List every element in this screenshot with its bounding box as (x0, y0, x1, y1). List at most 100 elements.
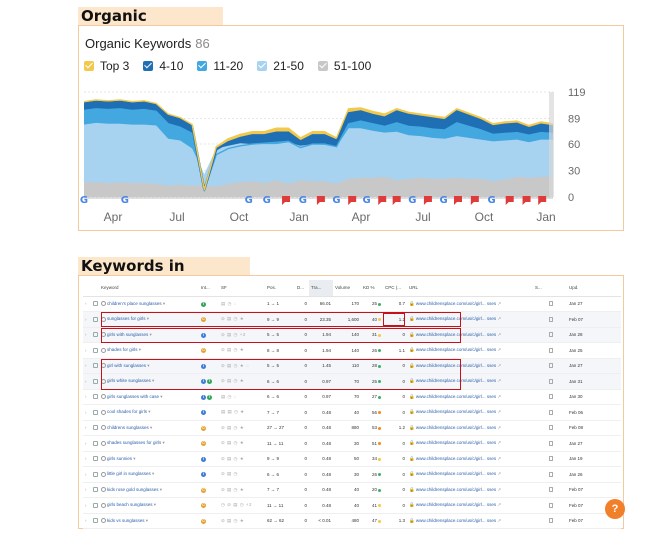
keyword-link[interactable]: girls white sunglasses (107, 378, 151, 384)
url-cell[interactable]: 🔒 www.childrensplace.com/us/c/girl... ss… (407, 420, 533, 436)
table-row[interactable]: › sunglasses for girls ▾ C ⊘ ▤ ◷ ★ 9 → 9… (83, 311, 621, 328)
table-row[interactable]: › cool shades for girls ▾ I ▤ ▤ ◷ ★ 7 → … (83, 404, 621, 421)
keyword-link[interactable]: kids vs sunglasses (107, 517, 145, 523)
url-cell[interactable]: 🔒 www.childrensplace.com/us/c/girl... ss… (407, 358, 533, 374)
column-header[interactable]: Int... (199, 280, 219, 297)
chevron-down-icon[interactable]: ▾ (160, 393, 163, 399)
serp-doc-cell[interactable] (547, 327, 567, 343)
keyword-cell[interactable]: girls with sunglasses ▾ (99, 327, 199, 343)
expand-row-chevron[interactable]: › (83, 482, 91, 498)
row-checkbox[interactable] (91, 327, 99, 343)
url-link[interactable]: www.childrensplace.com/us/c/girl... sses (415, 517, 497, 523)
chevron-down-icon[interactable]: ▾ (147, 362, 150, 368)
url-link[interactable]: www.childrensplace.com/us/c/girl... sses (415, 502, 497, 508)
keyword-link[interactable]: kids rose gold sunglasses (107, 486, 159, 492)
url-cell[interactable]: 🔒 www.childrensplace.com/us/c/girl... ss… (407, 327, 533, 343)
table-row[interactable]: › girls with sunglasses ▾ I ⊘ ▤ ◷ +2 5 →… (83, 327, 621, 343)
document-icon[interactable] (549, 347, 553, 353)
row-checkbox[interactable] (91, 482, 99, 498)
legend-checkbox-icon[interactable] (317, 61, 328, 71)
document-icon[interactable] (549, 425, 553, 431)
serp-doc-cell[interactable] (547, 482, 567, 498)
row-checkbox[interactable] (91, 435, 99, 452)
url-cell[interactable]: 🔒 www.childrensplace.com/us/c/girl... ss… (407, 389, 533, 405)
document-icon[interactable] (549, 440, 553, 446)
add-keyword-icon[interactable] (101, 347, 106, 353)
expand-row-chevron[interactable]: › (83, 342, 91, 359)
serp-snapshot-cell[interactable] (533, 311, 547, 328)
external-link-icon[interactable]: ↗ (497, 424, 502, 430)
keyword-link[interactable]: sunglasses for girls (107, 316, 146, 322)
serp-doc-cell[interactable] (547, 435, 567, 452)
add-keyword-icon[interactable] (101, 518, 106, 524)
keyword-link[interactable]: shades for girls (107, 347, 138, 353)
serp-doc-cell[interactable] (547, 420, 567, 436)
serp-snapshot-cell[interactable] (533, 327, 547, 343)
keyword-cell[interactable]: children's place sunglasses ▾ (99, 296, 199, 312)
keyword-link[interactable]: girls with sunglasses (107, 331, 149, 337)
keyword-cell[interactable]: kids vs sunglasses ▾ (99, 513, 199, 529)
external-link-icon[interactable]: ↗ (497, 440, 502, 446)
serp-doc-cell[interactable] (547, 342, 567, 359)
keyword-cell[interactable]: girls sunglasses with case ▾ (99, 389, 199, 405)
external-link-icon[interactable]: ↗ (497, 471, 502, 477)
row-checkbox[interactable] (91, 497, 99, 514)
expand-row-chevron[interactable]: › (83, 296, 91, 312)
add-keyword-icon[interactable] (101, 394, 106, 400)
serp-doc-cell[interactable] (547, 497, 567, 514)
url-cell[interactable]: 🔒 www.childrensplace.com/us/c/girl... ss… (407, 451, 533, 467)
keyword-cell[interactable]: kids rose gold sunglasses ▾ (99, 482, 199, 498)
table-row[interactable]: › kids rose gold sunglasses ▾ C ⊘ ▤ ◷ ★ … (83, 482, 621, 498)
serp-snapshot-cell[interactable] (533, 358, 547, 374)
legend-item-3[interactable]: 21-50 (257, 59, 304, 73)
add-keyword-icon[interactable] (101, 363, 106, 369)
document-icon[interactable] (549, 518, 553, 524)
keyword-cell[interactable]: shades for girls ▾ (99, 342, 199, 359)
legend-checkbox-icon[interactable] (197, 61, 208, 71)
row-checkbox[interactable] (91, 296, 99, 312)
external-link-icon[interactable]: ↗ (497, 362, 502, 368)
serp-snapshot-cell[interactable] (533, 389, 547, 405)
keyword-cell[interactable]: girls sunnies ▾ (99, 451, 199, 467)
serp-snapshot-cell[interactable] (533, 342, 547, 359)
table-row[interactable]: › shades sunglasses for girls ▾ C ⊘ ▤ ◷ … (83, 435, 621, 452)
url-cell[interactable]: 🔒 www.childrensplace.com/us/c/girl... ss… (407, 404, 533, 421)
document-icon[interactable] (549, 487, 553, 493)
url-cell[interactable]: 🔒 www.childrensplace.com/us/c/girl... ss… (407, 435, 533, 452)
serp-snapshot-cell[interactable] (533, 296, 547, 312)
keyword-cell[interactable]: childrens sunglasses ▾ (99, 420, 199, 436)
add-keyword-icon[interactable] (101, 301, 106, 307)
external-link-icon[interactable]: ↗ (497, 502, 502, 508)
url-link[interactable]: www.childrensplace.com/us/c/girl... sses (415, 471, 497, 477)
keyword-link[interactable]: cool shades for girls (107, 409, 148, 415)
expand-row-chevron[interactable]: › (83, 451, 91, 467)
column-header[interactable]: URL (407, 280, 533, 297)
chevron-down-icon[interactable]: ▾ (133, 455, 136, 461)
add-keyword-icon[interactable] (101, 378, 106, 384)
document-icon[interactable] (549, 301, 553, 307)
row-checkbox[interactable] (91, 513, 99, 529)
expand-row-chevron[interactable]: › (83, 373, 91, 390)
column-header[interactable]: KD % (361, 280, 383, 297)
serp-doc-cell[interactable] (547, 389, 567, 405)
external-link-icon[interactable]: ↗ (497, 331, 502, 337)
chevron-down-icon[interactable]: ▾ (153, 502, 157, 508)
serp-doc-cell[interactable] (547, 451, 567, 467)
expand-row-chevron[interactable]: › (83, 420, 91, 436)
document-icon[interactable] (549, 394, 553, 400)
column-header[interactable]: Upd. (567, 280, 621, 297)
expand-row-chevron[interactable]: › (83, 311, 91, 328)
legend-checkbox-icon[interactable] (143, 61, 154, 71)
url-link[interactable]: www.childrensplace.com/us/c/girl... sses (415, 347, 497, 353)
document-icon[interactable] (549, 363, 553, 369)
table-row[interactable]: › childrens sunglasses ▾ C ⊘ ▤ ◷ ★ 27 → … (83, 420, 621, 436)
chevron-down-icon[interactable]: ▾ (145, 517, 149, 523)
external-link-icon[interactable]: ↗ (497, 409, 502, 415)
keyword-link[interactable]: shades sunglasses for girls (107, 440, 162, 446)
serp-snapshot-cell[interactable] (533, 373, 547, 390)
serp-snapshot-cell[interactable] (533, 497, 547, 514)
keyword-cell[interactable]: little girl in sunglasses ▾ (99, 466, 199, 483)
serp-doc-cell[interactable] (547, 358, 567, 374)
add-keyword-icon[interactable] (101, 471, 106, 477)
